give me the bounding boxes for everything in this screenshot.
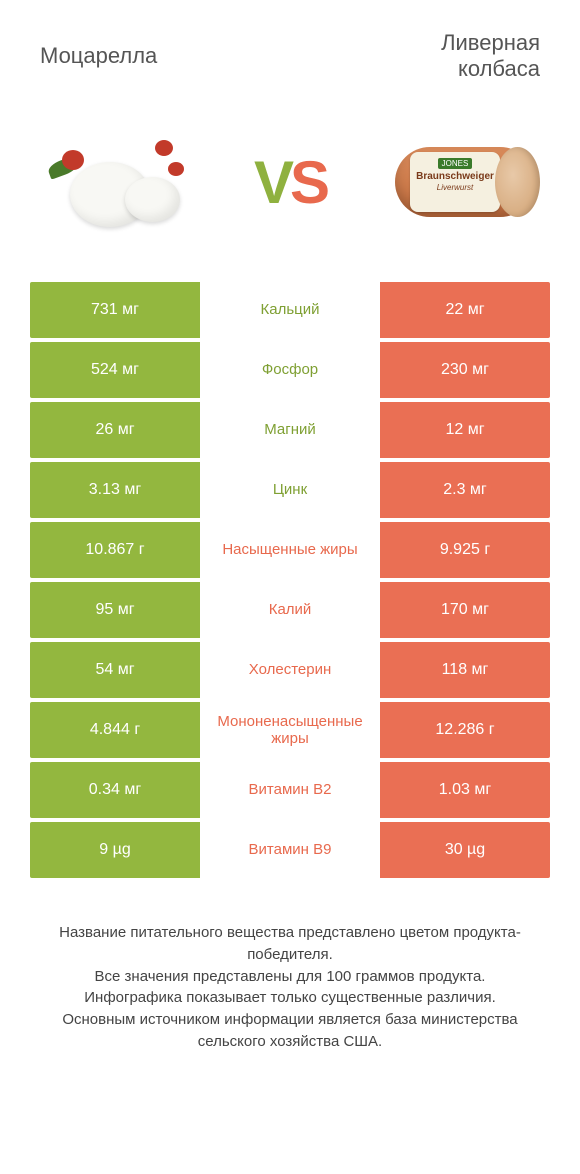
comparison-table: 731 мгКальций22 мг524 мгФосфор230 мг26 м…: [0, 282, 580, 878]
footer-line3: Инфографика показывает только существенн…: [30, 987, 550, 1009]
footer-notes: Название питательного вещества представл…: [0, 882, 580, 1073]
sausage-brand: JONES: [438, 158, 473, 169]
nutrient-label: Витамин B9: [200, 822, 380, 878]
value-left: 54 мг: [30, 642, 200, 698]
sausage-name: Braunschweiger: [416, 171, 494, 182]
nutrient-label: Холестерин: [200, 642, 380, 698]
footer-line2: Все значения представлены для 100 граммо…: [30, 966, 550, 988]
value-left: 731 мг: [30, 282, 200, 338]
value-right: 12.286 г: [380, 702, 550, 758]
vs-s: S: [290, 149, 326, 216]
table-row: 3.13 мгЦинк2.3 мг: [30, 462, 550, 518]
nutrient-label: Цинк: [200, 462, 380, 518]
product-title-left: Моцарелла: [40, 43, 290, 69]
value-right: 22 мг: [380, 282, 550, 338]
table-row: 0.34 мгВитамин B21.03 мг: [30, 762, 550, 818]
product-title-right: Ливерная колбаса: [290, 30, 540, 82]
value-left: 0.34 мг: [30, 762, 200, 818]
value-right: 2.3 мг: [380, 462, 550, 518]
sausage-label: JONES Braunschweiger Liverwurst: [410, 152, 500, 212]
table-row: 26 мгМагний12 мг: [30, 402, 550, 458]
right-title-line2: колбаса: [458, 56, 540, 81]
footer-line1: Название питательного вещества представл…: [30, 922, 550, 966]
images-row: VS JONES Braunschweiger Liverwurst: [0, 102, 580, 282]
right-title-line1: Ливерная: [441, 30, 540, 55]
nutrient-label: Мононенасыщенные жиры: [200, 702, 380, 758]
table-row: 10.867 гНасыщенные жиры9.925 г: [30, 522, 550, 578]
nutrient-label: Фосфор: [200, 342, 380, 398]
value-left: 3.13 мг: [30, 462, 200, 518]
nutrient-label: Витамин B2: [200, 762, 380, 818]
footer-line4: Основным источником информации является …: [30, 1009, 550, 1053]
table-row: 9 µgВитамин B930 µg: [30, 822, 550, 878]
value-left: 524 мг: [30, 342, 200, 398]
product-image-right: JONES Braunschweiger Liverwurst: [380, 117, 550, 247]
table-row: 731 мгКальций22 мг: [30, 282, 550, 338]
value-right: 30 µg: [380, 822, 550, 878]
value-left: 9 µg: [30, 822, 200, 878]
value-left: 26 мг: [30, 402, 200, 458]
nutrient-label: Калий: [200, 582, 380, 638]
table-row: 95 мгКалий170 мг: [30, 582, 550, 638]
value-right: 1.03 мг: [380, 762, 550, 818]
value-right: 118 мг: [380, 642, 550, 698]
table-row: 54 мгХолестерин118 мг: [30, 642, 550, 698]
sausage-sub: Liverwurst: [437, 183, 473, 192]
value-left: 10.867 г: [30, 522, 200, 578]
vs-v: V: [254, 149, 290, 216]
product-image-left: [30, 117, 200, 247]
value-right: 170 мг: [380, 582, 550, 638]
sausage-graphic: JONES Braunschweiger Liverwurst: [385, 137, 545, 227]
mozzarella-graphic: [40, 122, 190, 242]
nutrient-label: Насыщенные жиры: [200, 522, 380, 578]
value-right: 12 мг: [380, 402, 550, 458]
value-left: 95 мг: [30, 582, 200, 638]
value-right: 230 мг: [380, 342, 550, 398]
table-row: 4.844 гМононенасыщенные жиры12.286 г: [30, 702, 550, 758]
nutrient-label: Кальций: [200, 282, 380, 338]
header: Моцарелла Ливерная колбаса: [0, 0, 580, 102]
table-row: 524 мгФосфор230 мг: [30, 342, 550, 398]
value-left: 4.844 г: [30, 702, 200, 758]
vs-label: VS: [254, 148, 326, 217]
value-right: 9.925 г: [380, 522, 550, 578]
nutrient-label: Магний: [200, 402, 380, 458]
